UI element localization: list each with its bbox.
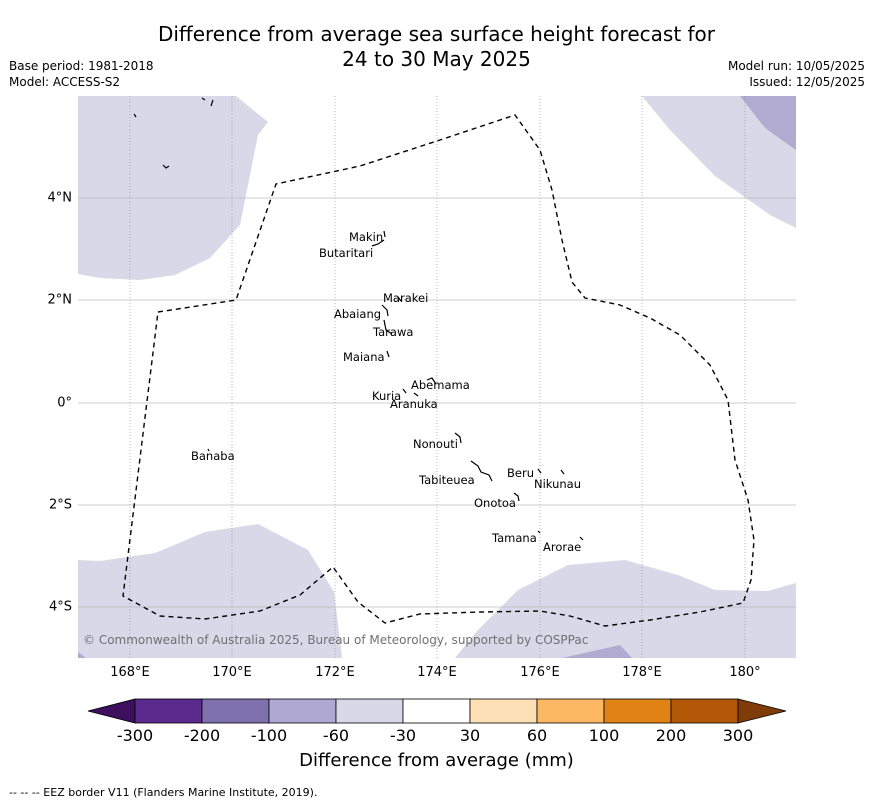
anomaly-region-southwest <box>78 524 342 658</box>
y-tick-2s: 2°S <box>48 497 72 513</box>
island-shape-nonouti <box>454 432 462 444</box>
island-label-tabiteuea: Tabiteuea <box>418 473 475 487</box>
island-label-tarawa: Tarawa <box>372 325 413 339</box>
eez-footnote: -- -- -- EEZ border V11 (Flanders Marine… <box>9 786 318 799</box>
colorbar-bin <box>268 698 337 724</box>
island-shape-marakei <box>397 296 402 302</box>
island-shape-aranuka <box>413 392 419 397</box>
island-label-maiana: Maiana <box>343 350 385 364</box>
x-tick-176e: 176°E <box>520 665 560 680</box>
colorbar-bin <box>603 698 672 724</box>
x-tick-180: 180° <box>729 665 761 680</box>
island-shape-makin <box>383 230 386 238</box>
x-tick-174e: 174°E <box>417 665 457 680</box>
island-label-marakei: Marakei <box>383 291 428 305</box>
island-shape-nikunau <box>560 469 565 475</box>
colorbar-bin <box>670 698 739 724</box>
island-shape-abaiang <box>381 304 389 317</box>
island-shape-banaba <box>207 448 210 452</box>
colorbar-tick: 200 <box>655 726 687 745</box>
island-label-tamana: Tamana <box>491 531 537 545</box>
colorbar-label: Difference from average (mm) <box>299 750 574 771</box>
island-label-abemama: Abemama <box>411 378 470 392</box>
island-shape-tabiteuea <box>470 460 493 482</box>
island-label-aranuka: Aranuka <box>390 397 438 411</box>
colorbar-tick: -200 <box>183 726 221 745</box>
island-shape-north-1 <box>133 113 137 118</box>
island-shape-beru <box>537 468 542 474</box>
colorbar-bin <box>469 698 538 724</box>
colorbar-tick: -60 <box>322 726 350 745</box>
x-tick-168e: 168°E <box>110 665 150 680</box>
island-label-makin: Makin <box>349 230 383 244</box>
colorbar-tick: 60 <box>526 726 548 745</box>
title-line-1: Difference from average sea surface heig… <box>157 22 716 46</box>
colorbar-tick: 300 <box>722 726 754 745</box>
island-shapes <box>133 97 584 541</box>
copyright-notice: © Commonwealth of Australia 2025, Bureau… <box>83 633 588 647</box>
island-shape-abemama <box>426 377 437 385</box>
model-name: Model: ACCESS-S2 <box>9 75 121 89</box>
colorbar-tick: -300 <box>116 726 154 745</box>
colorbar-bin <box>201 698 270 724</box>
x-tick-178e: 178°E <box>622 665 662 680</box>
colorbar-bin <box>536 698 605 724</box>
island-label-butaritari: Butaritari <box>319 246 373 260</box>
colorbar-tick: -30 <box>389 726 417 745</box>
anomaly-region-northwest <box>78 96 268 280</box>
y-tick-0: 0° <box>57 395 72 411</box>
anomaly-region-southeast-strong <box>562 645 632 658</box>
gridlines <box>78 96 796 658</box>
anomaly-region-southwest-strong <box>78 652 86 658</box>
island-label-nonouti: Nonouti <box>413 437 458 451</box>
island-shape-tamana <box>537 530 541 534</box>
base-period: Base period: 1981-2018 <box>9 59 154 73</box>
island-shape-arorae <box>579 536 584 541</box>
title-line-2: 24 to 30 May 2025 <box>342 47 531 71</box>
island-shape-butaritari <box>371 239 385 247</box>
island-shape-onotoa <box>513 492 520 502</box>
island-label-nikunau: Nikunau <box>534 477 581 491</box>
island-label-kuria: Kuria <box>372 389 401 403</box>
island-shape-kuria <box>402 388 407 394</box>
colorbar-bin <box>335 698 404 724</box>
island-shape-maiana <box>386 350 390 358</box>
anomaly-region-northeast <box>642 96 796 228</box>
colorbar-extend-high <box>737 698 787 724</box>
colorbar-extend-low <box>87 698 136 724</box>
y-tick-4n: 4°N <box>47 190 73 206</box>
colorbar-tick: 30 <box>459 726 481 745</box>
island-label-abaiang: Abaiang <box>334 307 381 321</box>
island-shape-north-2 <box>201 97 214 107</box>
chart-title: Difference from average sea surface heig… <box>0 22 873 72</box>
x-tick-170e: 170°E <box>212 665 252 680</box>
colorbar-tick: -100 <box>250 726 288 745</box>
map-area: Makin Butaritari Marakei Abaiang Tarawa … <box>78 96 796 658</box>
island-shape-tarawa <box>383 319 393 335</box>
y-tick-2n: 2°N <box>47 292 73 308</box>
colorbar-bin <box>134 698 203 724</box>
model-run: Model run: 10/05/2025 <box>727 59 865 73</box>
meta-right: Model run: 10/05/2025 Issued: 12/05/2025 <box>728 58 865 90</box>
island-label-arorae: Arorae <box>543 540 581 554</box>
island-labels: Makin Butaritari Marakei Abaiang Tarawa … <box>191 230 581 554</box>
island-label-beru: Beru <box>507 466 534 480</box>
island-label-onotoa: Onotoa <box>474 496 516 510</box>
anomaly-region-northeast-strong <box>740 96 796 150</box>
meta-left: Base period: 1981-2018 Model: ACCESS-S2 <box>9 58 154 90</box>
x-tick-172e: 172°E <box>315 665 355 680</box>
island-label-banaba: Banaba <box>191 449 235 463</box>
colorbar-bin <box>402 698 471 724</box>
issued-date: Issued: 12/05/2025 <box>749 75 865 89</box>
colorbar-tick: 100 <box>588 726 620 745</box>
colorbar <box>87 698 787 724</box>
y-tick-4s: 4°S <box>48 599 72 615</box>
island-shape-north-3 <box>162 164 170 169</box>
